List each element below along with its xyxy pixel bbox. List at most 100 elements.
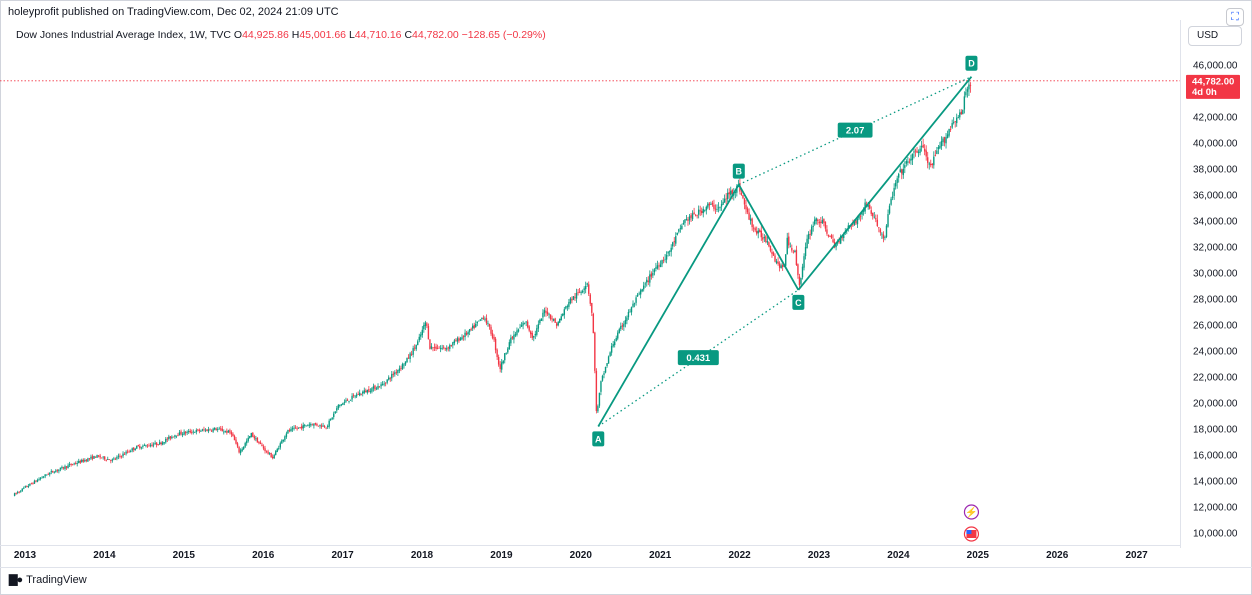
candle-body xyxy=(571,298,573,301)
candle-body xyxy=(815,218,817,221)
candle-body xyxy=(478,320,480,322)
candle-body xyxy=(620,326,622,330)
candle-body xyxy=(510,337,512,344)
candle-body xyxy=(340,404,343,406)
candle-body xyxy=(126,451,129,453)
candle-body xyxy=(430,346,433,349)
y-tick-label: 14,000.00 xyxy=(1193,477,1238,488)
pattern-leg xyxy=(797,76,973,291)
candle-body xyxy=(691,213,694,220)
open-label: O xyxy=(233,29,243,41)
candle-body xyxy=(230,432,233,435)
event-flash-icon xyxy=(963,504,980,520)
candle-body xyxy=(329,418,332,420)
tradingview-logo[interactable]: ▇● TradingView xyxy=(9,573,87,587)
event-flash-icon: ⚡ xyxy=(965,506,977,519)
candle-body xyxy=(256,437,259,443)
candle-body xyxy=(719,206,721,208)
candle-body xyxy=(745,205,747,210)
candle-body xyxy=(572,296,575,300)
candle-body xyxy=(548,313,550,315)
candle-body xyxy=(111,459,114,461)
candle-body xyxy=(714,208,717,210)
candle-body xyxy=(687,219,689,221)
candle-body xyxy=(316,424,318,426)
candle-body xyxy=(716,208,718,210)
candle-body xyxy=(595,370,598,411)
candle-body xyxy=(630,307,633,313)
candle-body xyxy=(635,297,637,303)
candle-body xyxy=(513,334,515,340)
candle-body xyxy=(61,466,63,469)
x-tick-label: 2017 xyxy=(331,550,354,561)
candle-body xyxy=(96,455,98,458)
candle-body xyxy=(203,429,205,431)
candle-body xyxy=(56,470,59,471)
candle-body xyxy=(424,322,427,327)
candle-body xyxy=(769,245,772,251)
candle-body xyxy=(899,169,901,173)
candle-body xyxy=(375,388,378,390)
candle-body xyxy=(530,331,532,335)
candle-body xyxy=(417,341,419,346)
candle-body xyxy=(378,386,381,388)
candle-body xyxy=(810,226,813,235)
candle-body xyxy=(881,233,883,235)
candle-body xyxy=(708,203,711,206)
candle-body xyxy=(517,329,520,332)
candle-body xyxy=(659,264,662,268)
y-tick-label: 46,000.00 xyxy=(1193,61,1238,72)
candle-body xyxy=(613,341,616,346)
candle-body xyxy=(406,357,408,363)
candle-body xyxy=(520,325,523,327)
candle-body xyxy=(569,298,572,304)
candle-body xyxy=(962,109,964,115)
candle-body xyxy=(45,474,48,476)
candle-body xyxy=(743,198,746,205)
candle-body xyxy=(452,342,454,346)
candle-body xyxy=(772,252,775,256)
candle-body xyxy=(479,319,482,321)
candle-body xyxy=(418,336,420,341)
candle-body xyxy=(129,451,132,452)
candle-body xyxy=(311,424,314,426)
candle-body xyxy=(181,434,184,436)
fullscreen-icon[interactable]: ⛶ xyxy=(1226,8,1244,26)
y-tick-label: 18,000.00 xyxy=(1193,425,1238,436)
candle-body xyxy=(868,204,871,209)
candle-body xyxy=(490,326,492,334)
candle-body xyxy=(710,204,712,205)
candle-body xyxy=(64,466,66,470)
y-tick-label: 28,000.00 xyxy=(1193,295,1238,306)
candle-body xyxy=(896,178,898,184)
candle-body xyxy=(528,326,530,331)
close-label: C xyxy=(404,29,413,41)
candle-body xyxy=(349,399,352,401)
candle-body xyxy=(259,442,262,445)
candle-body xyxy=(339,404,341,407)
candle-body xyxy=(684,219,686,223)
last-price-tag xyxy=(1186,74,1240,99)
candle-body xyxy=(87,458,89,462)
candle-body xyxy=(369,391,372,392)
candle-body xyxy=(299,426,301,428)
candle-body xyxy=(945,137,947,144)
candle-body xyxy=(580,291,582,293)
candle-body xyxy=(253,436,256,439)
candle-body xyxy=(707,203,709,208)
candle-body xyxy=(639,290,642,295)
candle-body xyxy=(577,292,579,293)
candle-body xyxy=(362,391,364,394)
candle-body xyxy=(421,329,424,335)
candle-body xyxy=(62,467,65,469)
candle-body xyxy=(38,479,40,480)
candle-body xyxy=(343,401,346,403)
candle-body xyxy=(336,408,338,411)
candle-body xyxy=(696,214,698,216)
candle-body xyxy=(459,338,462,341)
candle-body xyxy=(786,237,788,255)
candle-body xyxy=(389,378,391,380)
currency-button[interactable]: USD xyxy=(1188,26,1242,46)
candle-body xyxy=(852,224,854,226)
